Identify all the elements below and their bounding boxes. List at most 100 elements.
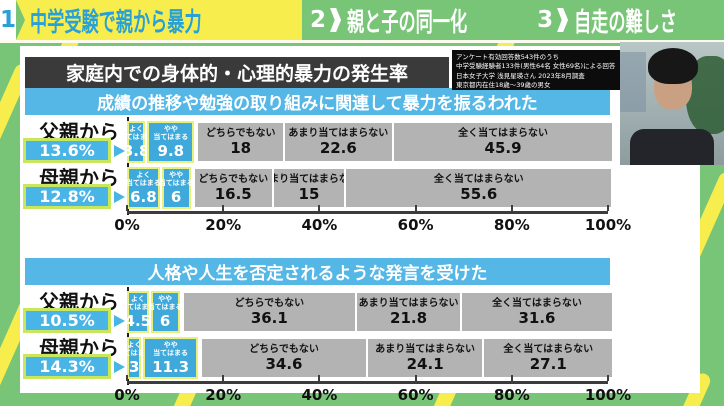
- segment-category-label: あまり当てはまらない: [274, 173, 344, 185]
- chart-subtitle: 人格や人生を否定されるような発言を受けた: [25, 258, 610, 285]
- segment-value: 11.3: [152, 358, 190, 376]
- axis-tick: [318, 375, 321, 381]
- tab-2-number: 2: [310, 7, 327, 33]
- bar-segment-highlight: よく 当てはまる 3: [117, 337, 152, 379]
- segment-category-label: どちらでもない: [205, 127, 276, 139]
- axis-tick: [414, 375, 417, 381]
- segment-category-label: やや: [158, 295, 173, 303]
- note-line: アンケート有効回答数543件のうち: [456, 53, 560, 61]
- segment-category-label: どちらでもない: [249, 343, 319, 355]
- segment-category-label: 当てはまる: [153, 349, 189, 357]
- segment-value: 6: [159, 312, 171, 330]
- segment-category-label: どちらでもない: [198, 173, 269, 185]
- chart-section-1: 成績の推移や勉強の取り組みに関連して暴力を振るわれた 父親から 13.6% よく 当ては…: [23, 88, 631, 238]
- segment-value: 9.8: [157, 142, 185, 160]
- segment-category-label: 当てはまる: [147, 303, 183, 311]
- axis-tick: [607, 375, 609, 381]
- segment-category-label: あまり当てはまらない: [288, 127, 389, 139]
- bar-segment: どちらでもない 18: [196, 123, 283, 161]
- axis-tick: [222, 205, 225, 211]
- bar-segment-highlight: やや 当てはまる 6: [159, 167, 194, 209]
- badge-pointer: [114, 315, 125, 327]
- segment-value: 21.8: [390, 308, 428, 327]
- bar-track: よく 当てはまる 3.8 やや 当てはまる 9.8 どちらでもない 18 あまり当てはまらない 2…: [119, 121, 613, 163]
- bar-segment: どちらでもない 34.6: [199, 339, 367, 377]
- segment-value: 16.5: [214, 184, 252, 203]
- segment-category-label: 当てはまる: [125, 179, 161, 187]
- segment-category-label: 全く当てはまらない: [503, 343, 594, 355]
- axis-tick-label: 100%: [584, 386, 632, 404]
- note-line: 東京都内在住18歳〜39歳の男女: [456, 81, 551, 90]
- tab-3-label: 自走の難しさ: [574, 7, 678, 38]
- segment-value: 3: [129, 358, 140, 376]
- axis-tick: [318, 205, 321, 211]
- segment-category-label: 全く当てはまらない: [433, 173, 524, 185]
- axis-tick-label: 40%: [301, 216, 338, 234]
- chart-subtitle: 成績の推移や勉強の取り組みに関連して暴力を振るわれた: [25, 88, 610, 115]
- tab-3-number: 3: [537, 7, 554, 33]
- bar-track: よく 当てはまる 3 やや 当てはまる 11.3 どちらでもない 34.6 あまり当てはまらない…: [117, 337, 613, 379]
- bar-segment-highlight: よく 当てはまる 4.5: [120, 291, 155, 333]
- segment-value: 15: [298, 184, 320, 203]
- segment-value: 27.1: [529, 354, 567, 373]
- segment-value: 31.6: [518, 308, 556, 327]
- bar-track: よく当てはまる6.8やや当てはまる6どちらでもない16.5あまり当てはまらない1…: [125, 167, 612, 209]
- segment-category-label: どちらでもない: [234, 297, 305, 309]
- axis-tick: [510, 375, 513, 381]
- segment-category-label: やや: [163, 341, 178, 349]
- bar-segment: 全く当てはまらない 45.9: [391, 123, 613, 161]
- bar-segment-highlight: やや 当てはまる 6: [147, 291, 183, 333]
- segment-value: 6: [170, 188, 182, 206]
- axis-tick-label: 60%: [397, 386, 434, 404]
- tab-1-number: 1: [0, 0, 17, 40]
- segment-category-label: あまり当てはまらない: [358, 297, 459, 309]
- bar-segment-highlight: やや 当てはまる 11.3: [143, 337, 198, 379]
- segment-category-label: 全く当てはまらない: [492, 297, 582, 309]
- bar-segment: あまり当てはまらない 21.8: [355, 293, 460, 331]
- segment-category-label: よく: [130, 295, 145, 303]
- badge-pointer: [114, 361, 125, 373]
- x-axis: 0% 20% 40% 60% 80% 100%: [114, 375, 631, 406]
- axis-tick-label: 20%: [205, 216, 242, 234]
- bar-segment: 全く当てはまらない 31.6: [459, 293, 612, 331]
- total-percentage-badge: 10.5%: [23, 308, 111, 333]
- segment-value: 55.6: [460, 184, 498, 203]
- axis-tick: [607, 205, 609, 211]
- tab-1-label: 中学受験で親から暴力: [30, 7, 202, 38]
- segment-value: 4.5: [124, 312, 152, 330]
- total-percentage-badge: 14.3%: [23, 354, 111, 379]
- studio-background: [620, 52, 646, 112]
- chart-main-title: 家庭内での身体的・心理的暴力の発生率: [25, 57, 449, 88]
- guest-hair: [648, 48, 698, 84]
- axis-tick: [222, 375, 225, 381]
- tab-2-label: 親と子の同一化: [347, 7, 468, 38]
- chart-section-2: 人格や人生を否定されるような発言を受けた 父親から 10.5% よく 当てはまる 4.5 や…: [23, 258, 631, 406]
- segment-category-label: よく: [127, 341, 142, 349]
- chevron-right-icon: [557, 8, 569, 32]
- axis-tick-label: 100%: [584, 216, 632, 234]
- segment-value: 36.1: [250, 308, 288, 327]
- chevron-right-icon: [330, 8, 342, 32]
- segment-category-label: よく: [136, 171, 151, 179]
- row-label-group: 父親から 10.5%: [23, 289, 127, 335]
- y-axis-line: [127, 287, 129, 385]
- total-percentage-badge: 12.8%: [23, 184, 111, 209]
- chart-row: 父親から 10.5% よく 当てはまる 4.5 やや 当てはまる 6 どちらでもない 36.1 あま…: [23, 289, 612, 335]
- chart-row: 母親から12.8%よく当てはまる6.8やや当てはまる6どちらでもない16.5あま…: [23, 165, 612, 211]
- segment-category-label: 当てはまる: [116, 349, 152, 357]
- axis-tick-label: 20%: [205, 386, 242, 404]
- row-label-group: 母親から 12.8%: [23, 165, 127, 211]
- axis-tick: [414, 205, 417, 211]
- chart-rows: 父親から 10.5% よく 当てはまる 4.5 やや 当てはまる 6 どちらでもない 36.1 あま…: [23, 287, 613, 385]
- axis-tick-label: 0%: [114, 386, 140, 404]
- axis-tick-label: 40%: [301, 386, 338, 404]
- segment-value: 3.8: [122, 142, 150, 160]
- x-axis: 0% 20% 40% 60% 80% 100%: [114, 205, 631, 238]
- bar-segment: あまり当てはまらない 22.6: [282, 123, 392, 161]
- bar-segment-highlight: よく 当てはまる 3.8: [119, 121, 154, 163]
- bar-segment: あまり当てはまらない15: [271, 169, 345, 207]
- bar-segment: 全く当てはまらない 27.1: [482, 339, 613, 377]
- row-label-group: 父親から 13.6%: [23, 119, 127, 165]
- segment-value: 45.9: [484, 138, 522, 157]
- badge-pointer: [114, 191, 125, 203]
